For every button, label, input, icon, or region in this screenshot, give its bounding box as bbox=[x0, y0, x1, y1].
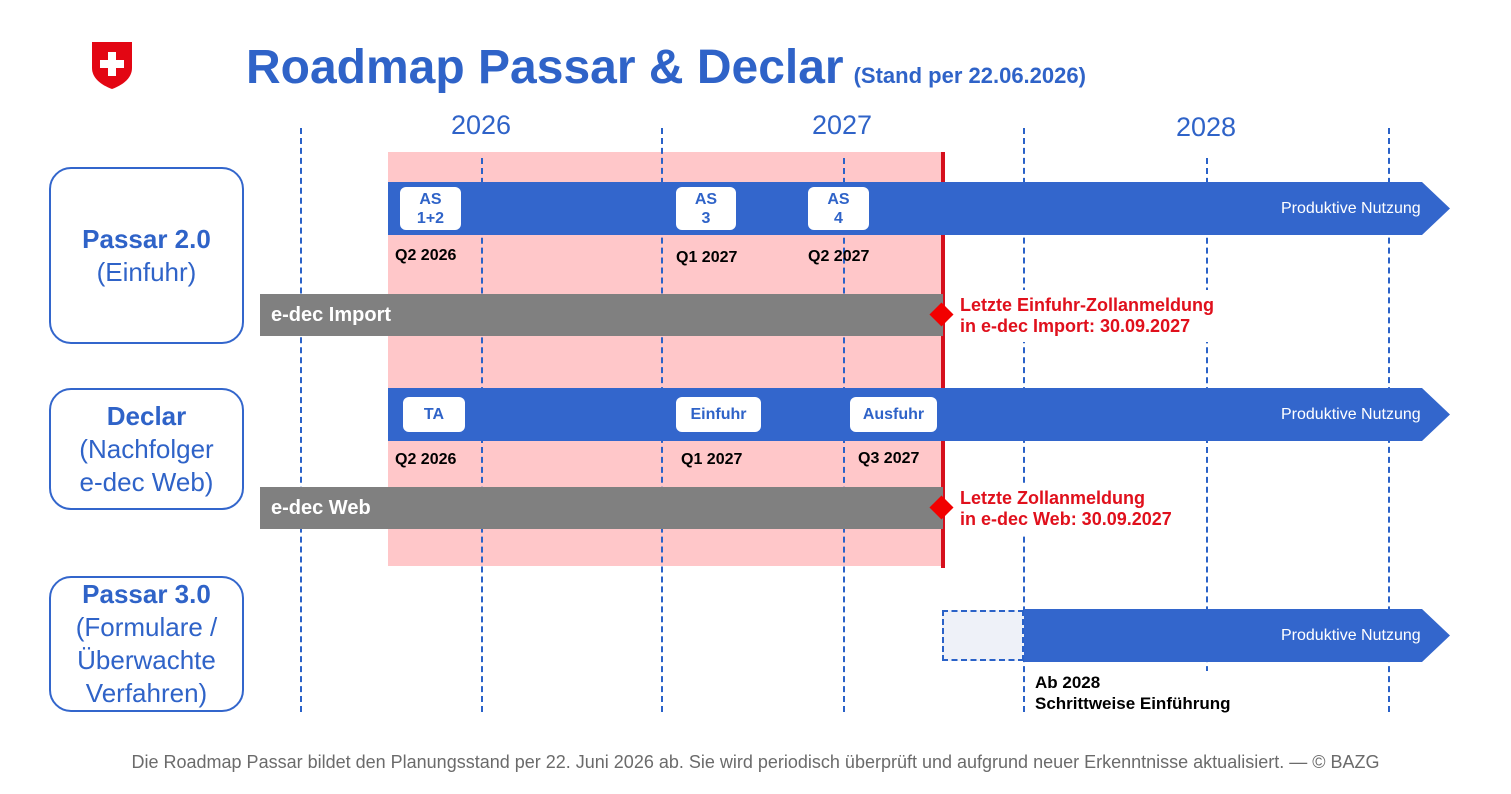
swiss-cross-logo bbox=[92, 42, 132, 89]
milestone-ausfuhr: Ausfuhr bbox=[850, 397, 937, 432]
passar-3-preparation-box bbox=[942, 610, 1024, 661]
milestone-line1: AS bbox=[827, 190, 850, 208]
passar-2-arrow-label: Produktive Nutzung bbox=[1281, 200, 1421, 217]
milestone-einfuhr: Einfuhr bbox=[676, 397, 761, 432]
milestone-date: Q2 2026 bbox=[395, 451, 457, 468]
note-backdrop-import bbox=[950, 290, 1240, 342]
end-note-import: Letzte Einfuhr-Zollanmeldung in e-dec Im… bbox=[960, 295, 1214, 337]
row-label-passar-2: Passar 2.0 (Einfuhr) bbox=[49, 167, 244, 344]
milestone-as-3: AS 3 bbox=[676, 187, 736, 230]
year-label-2026: 2026 bbox=[451, 110, 512, 140]
end-note-line: in e-dec Import: 30.09.2027 bbox=[960, 316, 1191, 336]
row-subtitle: (Nachfolger bbox=[79, 433, 214, 464]
row-subtitle: (Formulare / bbox=[75, 612, 218, 642]
note-backdrop-web bbox=[950, 483, 1190, 535]
passar-3-arrow-label: Produktive Nutzung bbox=[1281, 627, 1421, 644]
end-note-line: Letzte Zollanmeldung bbox=[960, 488, 1146, 508]
row-title: Passar 2.0 bbox=[82, 223, 211, 254]
note-backdrop-passar-3 bbox=[1030, 671, 1248, 715]
milestone-ta: TA bbox=[403, 397, 465, 432]
row-title: Declar bbox=[106, 400, 187, 431]
row-title: Passar 3.0 bbox=[82, 579, 211, 609]
title-main: Roadmap Passar & Declar bbox=[246, 41, 844, 94]
passar-2-arrow bbox=[388, 182, 1450, 235]
footer-note: Die Roadmap Passar bildet den Planungsst… bbox=[131, 752, 1380, 772]
passar-3-arrow bbox=[1024, 609, 1450, 662]
row-subtitle: (Einfuhr) bbox=[96, 256, 197, 287]
milestone-date: Q1 2027 bbox=[676, 249, 738, 266]
page-title: Roadmap Passar & Declar (Stand per 22.06.… bbox=[246, 40, 1086, 95]
milestone-date: Q2 2026 bbox=[395, 247, 457, 264]
passar-3-note-line: Ab 2028 bbox=[1035, 673, 1101, 692]
milestone-date: Q1 2027 bbox=[681, 451, 743, 468]
row-subtitle: Verfahren) bbox=[85, 678, 208, 708]
passar-3-note-line: Schrittweise Einführung bbox=[1035, 694, 1231, 713]
row-subtitle: e-dec Web) bbox=[79, 466, 214, 497]
legacy-bar-e-dec-web: e-dec Web bbox=[260, 487, 943, 529]
milestone-date: Q3 2027 bbox=[858, 450, 920, 467]
passar-3-note: Ab 2028 Schrittweise Einführung bbox=[1035, 672, 1231, 714]
end-note-line: Letzte Einfuhr-Zollanmeldung bbox=[960, 295, 1214, 315]
row-label-declar: Declar (Nachfolger e-dec Web) bbox=[49, 388, 244, 510]
milestone-line2: 1+2 bbox=[416, 209, 445, 227]
legacy-bar-e-dec-import: e-dec Import bbox=[260, 294, 943, 336]
year-label-2027: 2027 bbox=[812, 110, 873, 140]
year-label-2028: 2028 bbox=[1176, 112, 1237, 142]
gridline-start-2026 bbox=[300, 128, 302, 712]
milestone-as-4: AS 4 bbox=[808, 187, 869, 230]
end-note-web: Letzte Zollanmeldung in e-dec Web: 30.09… bbox=[960, 488, 1172, 530]
milestone-as-1-2: AS 1+2 bbox=[400, 187, 461, 230]
milestone-line1: AS bbox=[694, 190, 718, 208]
declar-arrow-label: Produktive Nutzung bbox=[1281, 406, 1421, 423]
milestone-date: Q2 2027 bbox=[808, 248, 870, 265]
end-note-line: in e-dec Web: 30.09.2027 bbox=[960, 509, 1172, 529]
title-stand-date: (Stand per 22.06.2026) bbox=[853, 63, 1086, 88]
deadline-line bbox=[941, 152, 945, 568]
milestone-line2: 4 bbox=[834, 209, 843, 227]
row-label-passar-3: Passar 3.0 (Formulare / Überwachte Verfa… bbox=[49, 576, 244, 712]
milestone-line2: 3 bbox=[701, 209, 711, 227]
row-subtitle: Überwachte bbox=[77, 645, 216, 675]
milestone-line1: AS bbox=[419, 190, 442, 208]
